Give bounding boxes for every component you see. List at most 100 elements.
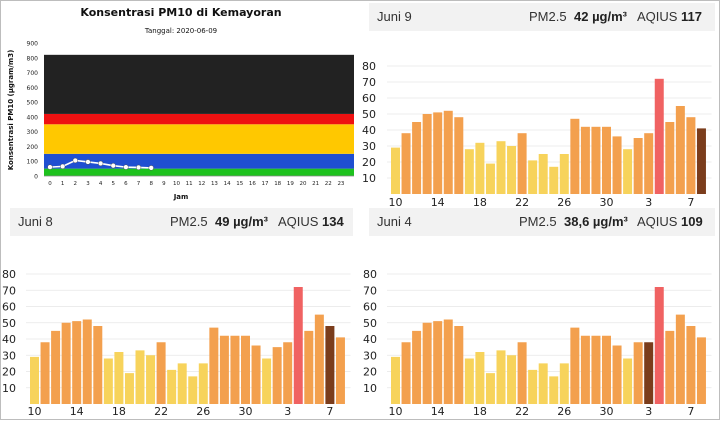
pm10-point bbox=[148, 165, 154, 171]
y-tick-label: 20 bbox=[363, 366, 377, 379]
x-tick-label: 22 bbox=[515, 405, 529, 418]
y-tick-label: 30 bbox=[2, 349, 16, 362]
bar bbox=[517, 342, 527, 404]
pm10-point bbox=[60, 163, 66, 169]
bar bbox=[325, 326, 335, 404]
x-tick-label: 26 bbox=[557, 405, 571, 418]
bar bbox=[272, 347, 282, 404]
bar bbox=[251, 345, 261, 404]
y-tick-label: 30 bbox=[363, 349, 377, 362]
bar bbox=[135, 350, 145, 404]
juni8-metric: PM2.5 bbox=[170, 214, 208, 229]
bar bbox=[654, 287, 664, 404]
pm10-point bbox=[123, 164, 129, 170]
bar bbox=[591, 126, 601, 194]
juni8-aqi-label: AQIUS bbox=[278, 214, 319, 229]
bar bbox=[602, 335, 611, 404]
bar bbox=[51, 330, 61, 404]
bar bbox=[644, 342, 654, 404]
y-tick-label: 70 bbox=[363, 284, 377, 297]
y-tick-label: 800 bbox=[27, 55, 39, 62]
x-tick-label: 30 bbox=[600, 196, 614, 209]
x-tick-label: 9 bbox=[162, 181, 166, 187]
x-tick-label: 13 bbox=[211, 181, 218, 187]
bar bbox=[623, 358, 633, 404]
x-tick-label: 18 bbox=[473, 405, 487, 418]
pm10-xlabel: Jam bbox=[173, 193, 189, 201]
bar bbox=[314, 314, 324, 404]
y-tick-label: 60 bbox=[2, 301, 16, 314]
y-tick-label: 10 bbox=[2, 382, 16, 395]
pm10-point bbox=[97, 160, 104, 167]
x-tick-label: 4 bbox=[99, 181, 103, 187]
x-tick-label: 3 bbox=[86, 181, 90, 187]
bar bbox=[209, 327, 219, 404]
bar bbox=[612, 136, 622, 194]
bar bbox=[93, 326, 103, 404]
y-tick-label: 80 bbox=[2, 268, 16, 281]
juni9-day: Juni 9 bbox=[377, 9, 412, 24]
x-tick-label: 3 bbox=[284, 405, 291, 418]
y-tick-label: 40 bbox=[362, 124, 376, 137]
bar bbox=[198, 363, 208, 404]
bar bbox=[335, 337, 345, 404]
y-tick-label: 40 bbox=[363, 333, 377, 346]
juni4-chart-svg: 10 20 30 40 50 60 70 80 10 14 18 22 26 30 3 7 bbox=[363, 268, 712, 418]
y-tick-label: 600 bbox=[27, 85, 39, 92]
bar bbox=[559, 154, 569, 194]
y-tick-label: 30 bbox=[362, 140, 376, 153]
bar bbox=[549, 166, 559, 194]
bar bbox=[114, 352, 124, 404]
bar bbox=[644, 133, 654, 194]
y-tick-label: 20 bbox=[362, 156, 376, 169]
x-tick-label: 7 bbox=[687, 196, 694, 209]
bar bbox=[454, 117, 464, 194]
x-tick-label: 26 bbox=[557, 196, 571, 209]
pm10-point bbox=[85, 159, 91, 165]
bar bbox=[433, 112, 443, 194]
bar bbox=[665, 122, 675, 194]
x-tick-label: 19 bbox=[287, 181, 294, 187]
bar bbox=[654, 78, 664, 194]
x-tick-label: 30 bbox=[239, 405, 253, 418]
x-tick-label: 7 bbox=[326, 405, 333, 418]
bar bbox=[602, 126, 611, 194]
y-tick-label: 200 bbox=[27, 144, 39, 151]
x-tick-label: 14 bbox=[431, 196, 445, 209]
bar bbox=[422, 322, 432, 404]
x-tick-label: 7 bbox=[137, 181, 141, 187]
juni4-metric: PM2.5 bbox=[519, 214, 557, 229]
juni4-concentration: 38,6 µg/m³ bbox=[564, 214, 628, 229]
juni9-aqi-label: AQIUS bbox=[637, 9, 678, 24]
juni9-aqi-value: 117 bbox=[681, 9, 702, 24]
bar bbox=[412, 330, 422, 404]
aqi-band bbox=[44, 113, 354, 125]
bar bbox=[443, 319, 453, 404]
x-tick-label: 14 bbox=[224, 181, 231, 187]
bar bbox=[633, 138, 643, 194]
aqi-band bbox=[44, 168, 354, 176]
juni8-chart: 10 20 30 40 50 60 70 80 10 14 18 22 26 30 3 7 bbox=[0, 258, 362, 420]
bar bbox=[82, 319, 92, 404]
y-tick-label: 70 bbox=[2, 284, 16, 297]
pm10-ylabel: Konsentrasi PM10 (µgram/m3) bbox=[7, 50, 15, 171]
bar bbox=[538, 154, 548, 194]
x-tick-label: 22 bbox=[154, 405, 168, 418]
x-tick-label: 3 bbox=[645, 405, 652, 418]
x-tick-label: 8 bbox=[149, 181, 153, 187]
bar bbox=[507, 355, 517, 404]
x-tick-label: 30 bbox=[600, 405, 614, 418]
bar bbox=[580, 126, 590, 194]
bar bbox=[517, 133, 527, 194]
bar bbox=[241, 335, 250, 404]
juni9-header: Juni 9 PM2.5 42 µg/m³ AQIUS 117 bbox=[369, 3, 715, 31]
bar bbox=[665, 330, 675, 404]
bar bbox=[40, 342, 50, 404]
x-tick-label: 18 bbox=[274, 181, 281, 187]
pm10-chart-svg: Konsentrasi PM10 di Kemayoran Tanggal: 2… bbox=[7, 6, 354, 201]
juni8-aqi-value: 134 bbox=[322, 214, 344, 229]
x-tick-label: 22 bbox=[515, 196, 529, 209]
pm10-point bbox=[135, 164, 142, 171]
aqi-band bbox=[44, 54, 354, 114]
bar bbox=[401, 342, 411, 404]
